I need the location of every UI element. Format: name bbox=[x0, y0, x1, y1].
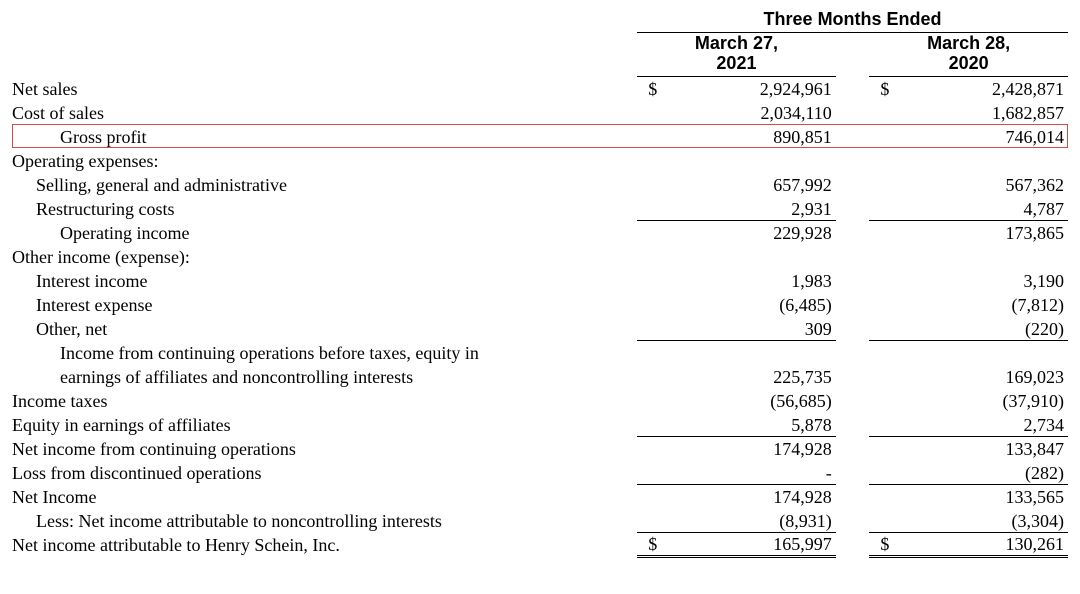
header-col2-line2: 2020 bbox=[949, 53, 989, 73]
val-int-expense-2: (7,812) bbox=[889, 292, 1068, 316]
val-restructuring-2: 4,787 bbox=[889, 196, 1068, 220]
val-equity-aff-1: 5,878 bbox=[657, 412, 836, 436]
row-taxes: Income taxes (56,685) (37,910) bbox=[12, 388, 1068, 412]
row-restructuring: Restructuring costs 2,931 4,787 bbox=[12, 196, 1068, 220]
val-taxes-2: (37,910) bbox=[889, 388, 1068, 412]
row-ni-attr: Net income attributable to Henry Schein,… bbox=[12, 532, 1068, 556]
row-other-net: Other, net 309 (220) bbox=[12, 316, 1068, 340]
cur-net-sales-1: $ bbox=[637, 76, 657, 100]
val-restructuring-1: 2,931 bbox=[657, 196, 836, 220]
val-gross-profit-2: 746,014 bbox=[889, 124, 1068, 148]
val-int-income-2: 3,190 bbox=[889, 268, 1068, 292]
income-statement-table: Three Months Ended March 27, 2021 March … bbox=[12, 8, 1068, 558]
header-row-super: Three Months Ended bbox=[12, 8, 1068, 32]
val-cost-sales-1: 2,034,110 bbox=[657, 100, 836, 124]
val-net-sales-1: 2,924,961 bbox=[657, 76, 836, 100]
cur-net-sales-2: $ bbox=[869, 76, 889, 100]
val-nic-ops-1: 174,928 bbox=[657, 436, 836, 460]
row-nci: Less: Net income attributable to noncont… bbox=[12, 508, 1068, 532]
val-nci-2: (3,304) bbox=[889, 508, 1068, 532]
cur-ni-attr-2: $ bbox=[869, 532, 889, 556]
val-sga-1: 657,992 bbox=[657, 172, 836, 196]
label-pretax-2: earnings of affiliates and noncontrollin… bbox=[12, 364, 637, 388]
val-op-income-1: 229,928 bbox=[657, 220, 836, 244]
val-equity-aff-2: 2,734 bbox=[889, 412, 1068, 436]
label-int-income: Interest income bbox=[12, 268, 637, 292]
label-other-net: Other, net bbox=[12, 316, 637, 340]
row-equity-aff: Equity in earnings of affiliates 5,878 2… bbox=[12, 412, 1068, 436]
label-other-header: Other income (expense): bbox=[12, 244, 637, 268]
val-ni-attr-1: 165,997 bbox=[657, 532, 836, 556]
label-taxes: Income taxes bbox=[12, 388, 637, 412]
label-pretax-1: Income from continuing operations before… bbox=[12, 340, 637, 364]
header-col2: March 28, 2020 bbox=[869, 32, 1068, 76]
val-disc-ops-2: (282) bbox=[889, 460, 1068, 484]
val-taxes-1: (56,685) bbox=[657, 388, 836, 412]
label-sga: Selling, general and administrative bbox=[12, 172, 637, 196]
val-pretax-2: 169,023 bbox=[889, 364, 1068, 388]
header-col1-line1: March 27, bbox=[695, 33, 778, 53]
row-net-sales: Net sales $ 2,924,961 $ 2,428,871 bbox=[12, 76, 1068, 100]
label-nci: Less: Net income attributable to noncont… bbox=[12, 508, 637, 532]
val-pretax-1: 225,735 bbox=[657, 364, 836, 388]
header-col2-line1: March 28, bbox=[927, 33, 1010, 53]
val-gross-profit-1: 890,851 bbox=[657, 124, 836, 148]
header-row-periods: March 27, 2021 March 28, 2020 bbox=[12, 32, 1068, 76]
val-nci-1: (8,931) bbox=[657, 508, 836, 532]
label-gross-profit: Gross profit bbox=[12, 124, 637, 148]
label-op-income: Operating income bbox=[12, 220, 637, 244]
label-net-income: Net Income bbox=[12, 484, 637, 508]
val-net-income-1: 174,928 bbox=[657, 484, 836, 508]
val-int-income-1: 1,983 bbox=[657, 268, 836, 292]
row-pretax-1: Income from continuing operations before… bbox=[12, 340, 1068, 364]
val-sga-2: 567,362 bbox=[889, 172, 1068, 196]
row-sga: Selling, general and administrative 657,… bbox=[12, 172, 1068, 196]
val-disc-ops-1: - bbox=[657, 460, 836, 484]
row-op-income: Operating income 229,928 173,865 bbox=[12, 220, 1068, 244]
val-ni-attr-2: 130,261 bbox=[889, 532, 1068, 556]
row-disc-ops: Loss from discontinued operations - (282… bbox=[12, 460, 1068, 484]
val-int-expense-1: (6,485) bbox=[657, 292, 836, 316]
row-other-header: Other income (expense): bbox=[12, 244, 1068, 268]
label-equity-aff: Equity in earnings of affiliates bbox=[12, 412, 637, 436]
label-int-expense: Interest expense bbox=[12, 292, 637, 316]
label-restructuring: Restructuring costs bbox=[12, 196, 637, 220]
header-col1-line2: 2021 bbox=[716, 53, 756, 73]
val-op-income-2: 173,865 bbox=[889, 220, 1068, 244]
val-other-net-2: (220) bbox=[889, 316, 1068, 340]
val-nic-ops-2: 133,847 bbox=[889, 436, 1068, 460]
row-int-expense: Interest expense (6,485) (7,812) bbox=[12, 292, 1068, 316]
label-opex-header: Operating expenses: bbox=[12, 148, 637, 172]
label-cost-sales: Cost of sales bbox=[12, 100, 637, 124]
label-disc-ops: Loss from discontinued operations bbox=[12, 460, 637, 484]
cur-ni-attr-1: $ bbox=[637, 532, 657, 556]
label-nic-ops: Net income from continuing operations bbox=[12, 436, 637, 460]
row-gross-profit: Gross profit 890,851 746,014 bbox=[12, 124, 1068, 148]
header-super: Three Months Ended bbox=[637, 8, 1068, 32]
val-net-income-2: 133,565 bbox=[889, 484, 1068, 508]
val-other-net-1: 309 bbox=[657, 316, 836, 340]
val-net-sales-2: 2,428,871 bbox=[889, 76, 1068, 100]
row-nic-ops: Net income from continuing operations 17… bbox=[12, 436, 1068, 460]
row-pretax-2: earnings of affiliates and noncontrollin… bbox=[12, 364, 1068, 388]
row-opex-header: Operating expenses: bbox=[12, 148, 1068, 172]
row-cost-sales: Cost of sales 2,034,110 1,682,857 bbox=[12, 100, 1068, 124]
header-col1: March 27, 2021 bbox=[637, 32, 836, 76]
val-cost-sales-2: 1,682,857 bbox=[889, 100, 1068, 124]
row-net-income: Net Income 174,928 133,565 bbox=[12, 484, 1068, 508]
label-net-sales: Net sales bbox=[12, 76, 637, 100]
label-ni-attr: Net income attributable to Henry Schein,… bbox=[12, 532, 637, 556]
row-int-income: Interest income 1,983 3,190 bbox=[12, 268, 1068, 292]
